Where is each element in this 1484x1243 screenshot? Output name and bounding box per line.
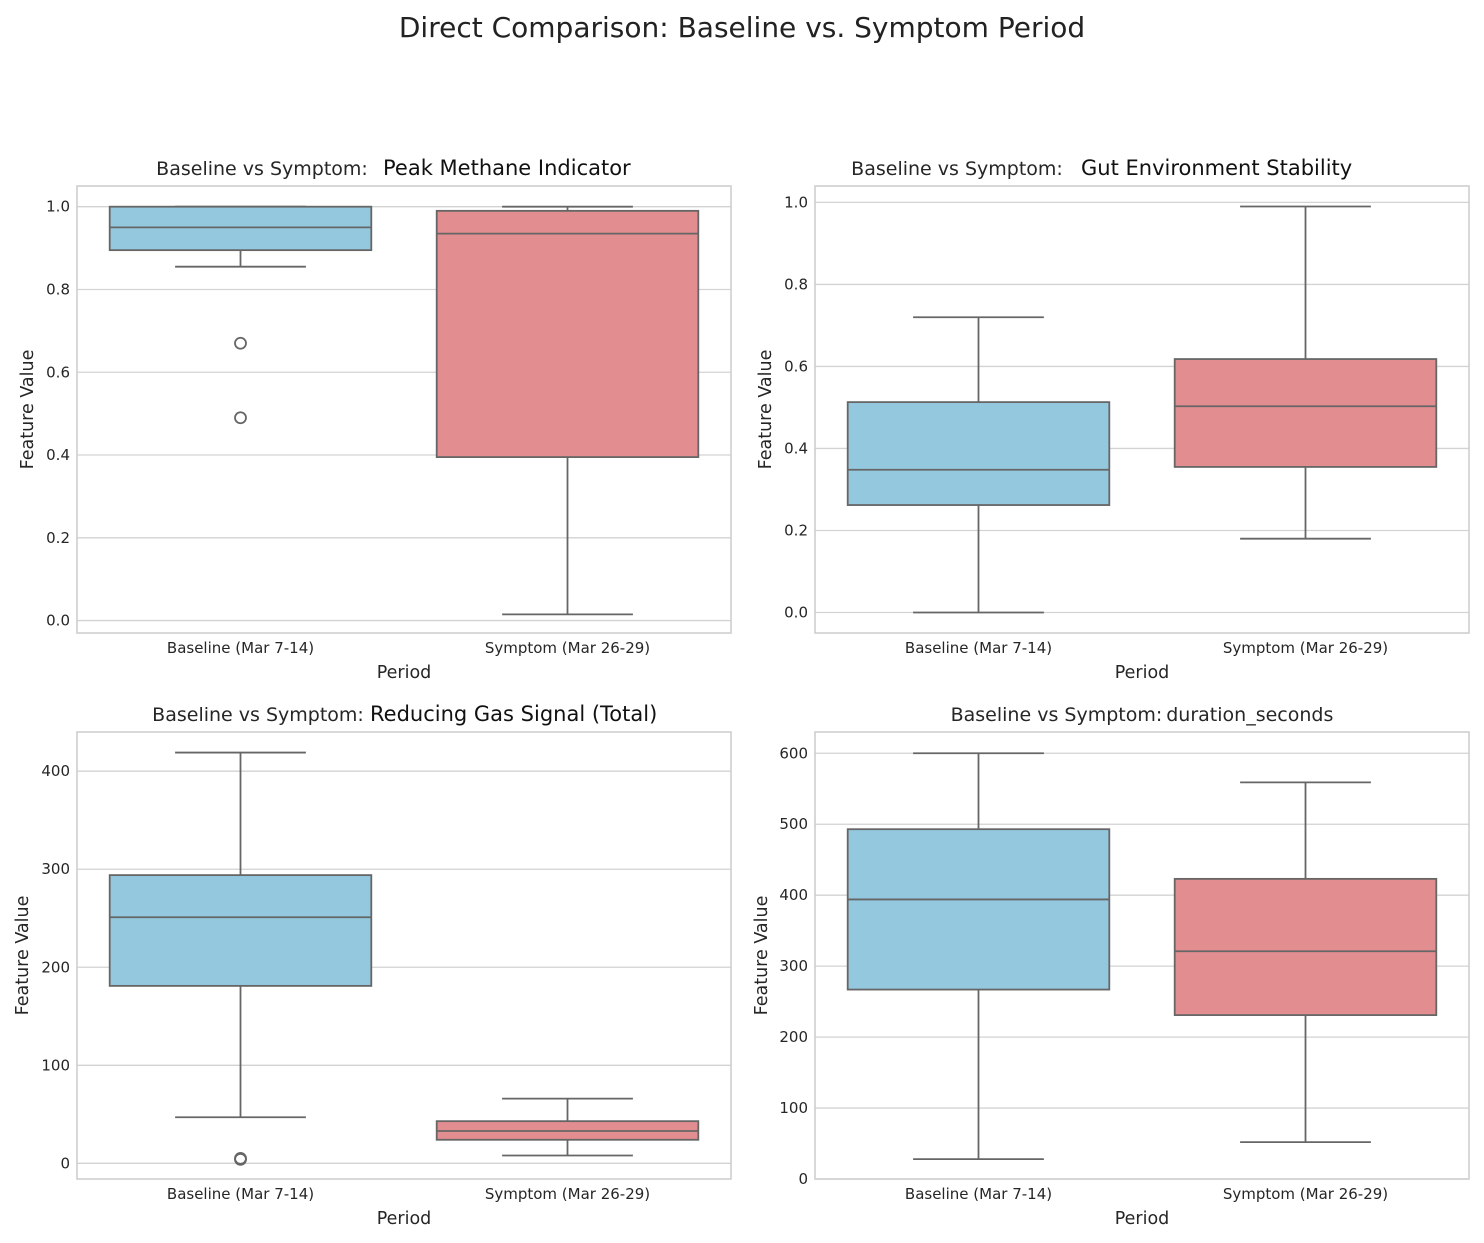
panel-title-feature: Gut Environment Stability — [1081, 156, 1352, 180]
chart-panel-3: Baseline vs Symptom: Reducing Gas Signal … — [13, 702, 732, 1229]
panel-title-feature: duration_seconds — [1166, 704, 1333, 726]
x-tick-label: Baseline (Mar 7-14) — [905, 1185, 1052, 1203]
y-tick-label: 0 — [798, 1170, 808, 1188]
iqr-box — [1173, 358, 1438, 468]
y-tick-label: 0.2 — [784, 521, 808, 539]
y-tick-label: 600 — [779, 744, 808, 762]
iqr-box — [435, 209, 700, 458]
x-tick-label: Symptom (Mar 26-29) — [1223, 1185, 1388, 1203]
outlier-point — [234, 336, 247, 350]
box-symptom — [1173, 781, 1438, 1144]
x-tick-label: Symptom (Mar 26-29) — [485, 1185, 650, 1203]
y-tick-label: 0 — [60, 1154, 70, 1172]
box-symptom — [435, 1097, 700, 1157]
box-symptom — [435, 205, 700, 616]
y-tick-label: 300 — [41, 860, 70, 878]
y-axis-label: Feature Value — [18, 350, 38, 470]
x-axis-label: Period — [1115, 1209, 1170, 1229]
axes-frame — [76, 185, 732, 634]
y-axis-label: Feature Value — [756, 350, 776, 470]
outlier-point — [234, 1152, 247, 1166]
y-tick-label: 0.0 — [784, 603, 808, 621]
x-axis-label: Period — [377, 663, 432, 683]
y-axis-label: Feature Value — [13, 896, 33, 1016]
x-tick-label: Baseline (Mar 7-14) — [905, 639, 1052, 657]
panel-title-feature: Peak Methane Indicator — [383, 156, 631, 180]
y-tick-label: 100 — [779, 1099, 808, 1117]
panel-title-prefix: Baseline vs Symptom: — [152, 704, 364, 726]
y-tick-label: 0.8 — [784, 275, 808, 293]
x-axis-label: Period — [1115, 663, 1170, 683]
y-tick-label: 0.0 — [46, 612, 70, 630]
x-axis-label: Period — [377, 1209, 432, 1229]
y-tick-label: 200 — [41, 958, 70, 976]
figure-title: Direct Comparison: Baseline vs. Symptom … — [399, 11, 1085, 44]
chart-panel-4: Baseline vs Symptom: duration_seconds 0 100… — [752, 704, 1470, 1229]
iqr-box — [108, 205, 373, 252]
y-tick-label: 0.4 — [784, 439, 808, 457]
x-tick-label: Symptom (Mar 26-29) — [1223, 639, 1388, 657]
y-tick-label: 0.6 — [46, 363, 70, 381]
axes-frame — [76, 731, 732, 1180]
x-tick-label: Baseline (Mar 7-14) — [167, 639, 314, 657]
y-tick-label: 0.8 — [46, 280, 70, 298]
box-baseline — [846, 752, 1111, 1161]
y-tick-label: 0.2 — [46, 529, 70, 547]
y-tick-label: 0.4 — [46, 446, 70, 464]
box-baseline — [108, 751, 373, 1166]
x-tick-label: Symptom (Mar 26-29) — [485, 639, 650, 657]
iqr-box — [846, 828, 1111, 991]
panel-title: Baseline vs Symptom: duration_seconds — [951, 704, 1334, 726]
y-tick-label: 200 — [779, 1028, 808, 1046]
chart-panel-2: Baseline vs Symptom: Gut Environment Stab… — [756, 156, 1470, 683]
y-tick-label: 1.0 — [46, 198, 70, 216]
y-tick-label: 400 — [41, 762, 70, 780]
box-baseline — [108, 205, 373, 425]
y-tick-label: 1.0 — [784, 193, 808, 211]
x-tick-label: Baseline (Mar 7-14) — [167, 1185, 314, 1203]
panel-title-prefix: Baseline vs Symptom: — [851, 158, 1063, 180]
panel-title-prefix: Baseline vs Symptom: — [951, 704, 1163, 726]
y-axis-label: Feature Value — [752, 896, 772, 1016]
outlier-point — [234, 411, 247, 425]
chart-panel-1: Baseline vs Symptom: Peak Methane Indicat… — [18, 156, 732, 683]
box-symptom — [1173, 205, 1438, 540]
y-tick-label: 400 — [779, 886, 808, 904]
y-tick-label: 300 — [779, 957, 808, 975]
box-baseline — [846, 316, 1111, 614]
iqr-box — [108, 874, 373, 987]
axes-frame — [814, 185, 1470, 634]
axes-frame — [814, 731, 1470, 1180]
y-tick-label: 100 — [41, 1056, 70, 1074]
iqr-box — [846, 401, 1111, 506]
y-tick-label: 0.6 — [784, 357, 808, 375]
y-tick-label: 500 — [779, 815, 808, 833]
panel-title-feature: Reducing Gas Signal (Total) — [370, 702, 657, 726]
iqr-box — [1173, 877, 1438, 1016]
panel-title-prefix: Baseline vs Symptom: — [156, 158, 368, 180]
